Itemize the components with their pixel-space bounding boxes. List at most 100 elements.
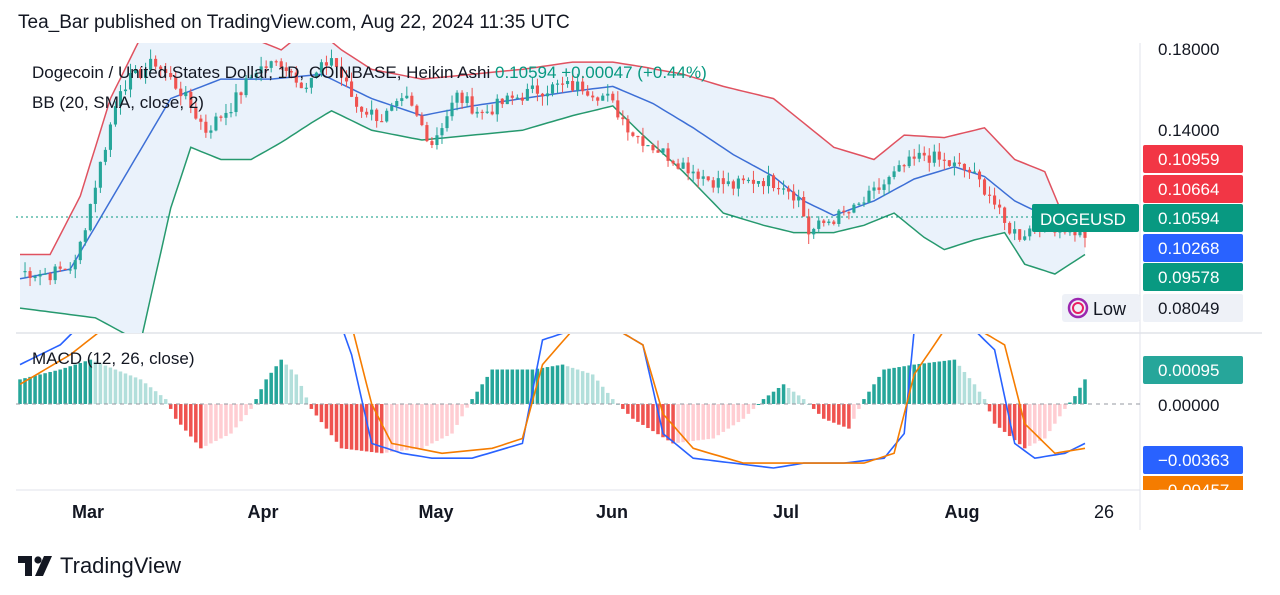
candle — [133, 69, 138, 74]
macd-histogram-bar — [485, 376, 489, 404]
price-axis-label-text: 0.10268 — [1158, 239, 1219, 258]
candle — [766, 175, 771, 187]
macd-histogram-bar — [590, 374, 595, 404]
candle — [480, 111, 484, 114]
price-axis-label — [1143, 175, 1243, 203]
macd-histogram-bar — [339, 404, 344, 449]
macd-histogram-bar — [666, 404, 670, 441]
macd-histogram-bar — [445, 404, 449, 437]
candle — [108, 124, 112, 150]
price-axis-label — [1143, 145, 1243, 173]
macd-histogram-bar — [972, 384, 977, 404]
candle — [515, 97, 519, 99]
macd-histogram-bar — [148, 387, 153, 404]
macd-histogram-bar — [18, 379, 22, 404]
candle — [857, 203, 861, 205]
candle — [254, 73, 258, 78]
candle — [304, 87, 308, 89]
bollinger-band-fill — [20, 43, 1085, 333]
macd-histogram-bar — [726, 404, 731, 429]
candle — [1018, 229, 1022, 240]
candle — [967, 169, 972, 173]
macd-histogram-bar — [967, 378, 972, 404]
candle — [716, 178, 720, 188]
candle — [1023, 236, 1027, 240]
macd-histogram-bar — [716, 404, 721, 436]
candle — [435, 135, 439, 146]
candle — [113, 106, 118, 125]
macd-histogram-bar — [68, 366, 72, 404]
macd-histogram-bar — [1038, 404, 1042, 441]
macd-histogram-bar — [314, 404, 319, 416]
candle — [993, 195, 997, 205]
macd-legend: MACD (12, 26, close) — [32, 349, 195, 368]
macd-histogram-bar — [696, 404, 700, 441]
candle — [782, 188, 786, 190]
price-axis-label — [1143, 294, 1243, 322]
candle — [1008, 222, 1012, 234]
macd-histogram-bar — [289, 369, 294, 404]
candle — [731, 181, 735, 189]
candle — [259, 66, 263, 74]
macd-histogram-bar — [184, 404, 188, 431]
candle — [355, 96, 359, 107]
signal-axis-label — [1143, 476, 1243, 490]
macd-histogram-bar — [214, 404, 218, 441]
macd-histogram-bar — [440, 404, 444, 439]
macd-histogram-bar — [651, 404, 655, 432]
macd-histogram-bar — [661, 404, 665, 438]
macd-histogram-bar — [947, 360, 952, 404]
macd-histogram-bar — [284, 364, 289, 404]
macd-histogram-bar — [977, 391, 982, 404]
macd-histogram-bar — [1058, 404, 1062, 417]
macd-axis-label — [1143, 356, 1243, 384]
macd-histogram-bar — [425, 404, 429, 446]
macd-histogram-bar — [1048, 404, 1052, 432]
macd-histogram-bar — [63, 367, 67, 404]
candle — [751, 179, 756, 184]
macd-histogram-bar — [636, 404, 640, 422]
candle — [962, 163, 966, 170]
candle — [998, 204, 1002, 208]
macd-histogram-bar — [259, 389, 263, 404]
macd-histogram-bar — [902, 366, 906, 404]
candle — [88, 203, 92, 231]
candle — [581, 81, 585, 92]
macd-histogram-bar — [580, 371, 585, 404]
macd-axis-label-text: −0.00363 — [1158, 451, 1229, 470]
macd-zero-label: 0.00000 — [1158, 396, 1219, 415]
candle — [606, 93, 610, 96]
candle — [314, 72, 318, 78]
symbol-tag-text: DOGEUSD — [1040, 210, 1126, 229]
candle — [706, 176, 710, 181]
macd-histogram-bar — [334, 404, 339, 442]
macd-histogram-bar — [299, 385, 304, 404]
candle — [877, 187, 881, 190]
candle — [224, 112, 228, 118]
macd-histogram-bar — [53, 370, 57, 404]
candle — [103, 149, 107, 162]
macd-histogram-bar — [83, 361, 88, 404]
macd-histogram-bar — [219, 404, 223, 439]
macd-histogram-bar — [153, 391, 158, 404]
candle — [972, 171, 977, 173]
macd-histogram-bar — [189, 404, 193, 437]
macd-histogram-bar — [922, 363, 927, 404]
candle — [942, 159, 946, 161]
macd-histogram-bar — [827, 404, 831, 421]
macd-histogram-bar — [1017, 404, 1022, 445]
tradingview-brand[interactable]: TradingView — [18, 553, 181, 579]
macd-histogram-bar — [480, 384, 484, 404]
candle — [319, 62, 323, 73]
candle — [721, 178, 725, 185]
candle — [380, 121, 384, 123]
macd-histogram-bar — [460, 404, 464, 417]
macd-histogram-bar — [48, 371, 52, 404]
macd-histogram-bar — [530, 369, 535, 404]
candle — [144, 69, 148, 79]
macd-histogram-bar — [857, 404, 861, 409]
candle — [98, 161, 102, 188]
macd-histogram-bar — [33, 375, 37, 404]
macd-histogram-bar — [359, 404, 364, 451]
